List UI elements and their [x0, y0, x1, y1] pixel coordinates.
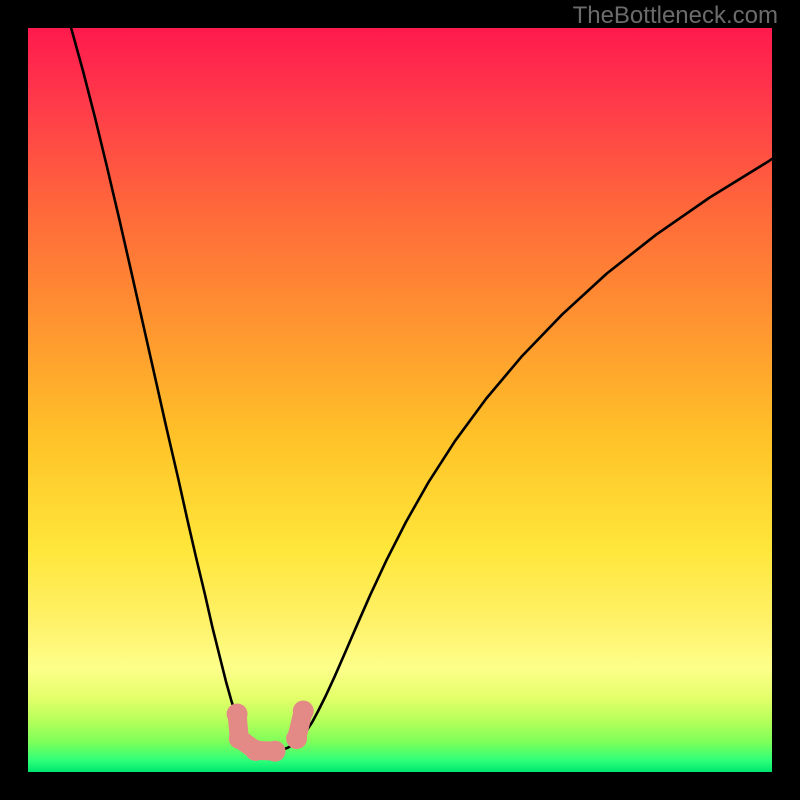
curve-path	[71, 28, 772, 752]
cluster-dot	[265, 741, 286, 762]
cluster-dot	[286, 728, 307, 749]
cluster-dot	[227, 703, 248, 724]
bottleneck-curve	[28, 28, 772, 772]
cluster-dot	[293, 700, 314, 721]
dot-cluster	[227, 700, 314, 761]
watermark-text: TheBottleneck.com	[573, 2, 778, 30]
plot-area	[28, 28, 772, 772]
cluster-dot	[245, 740, 266, 761]
